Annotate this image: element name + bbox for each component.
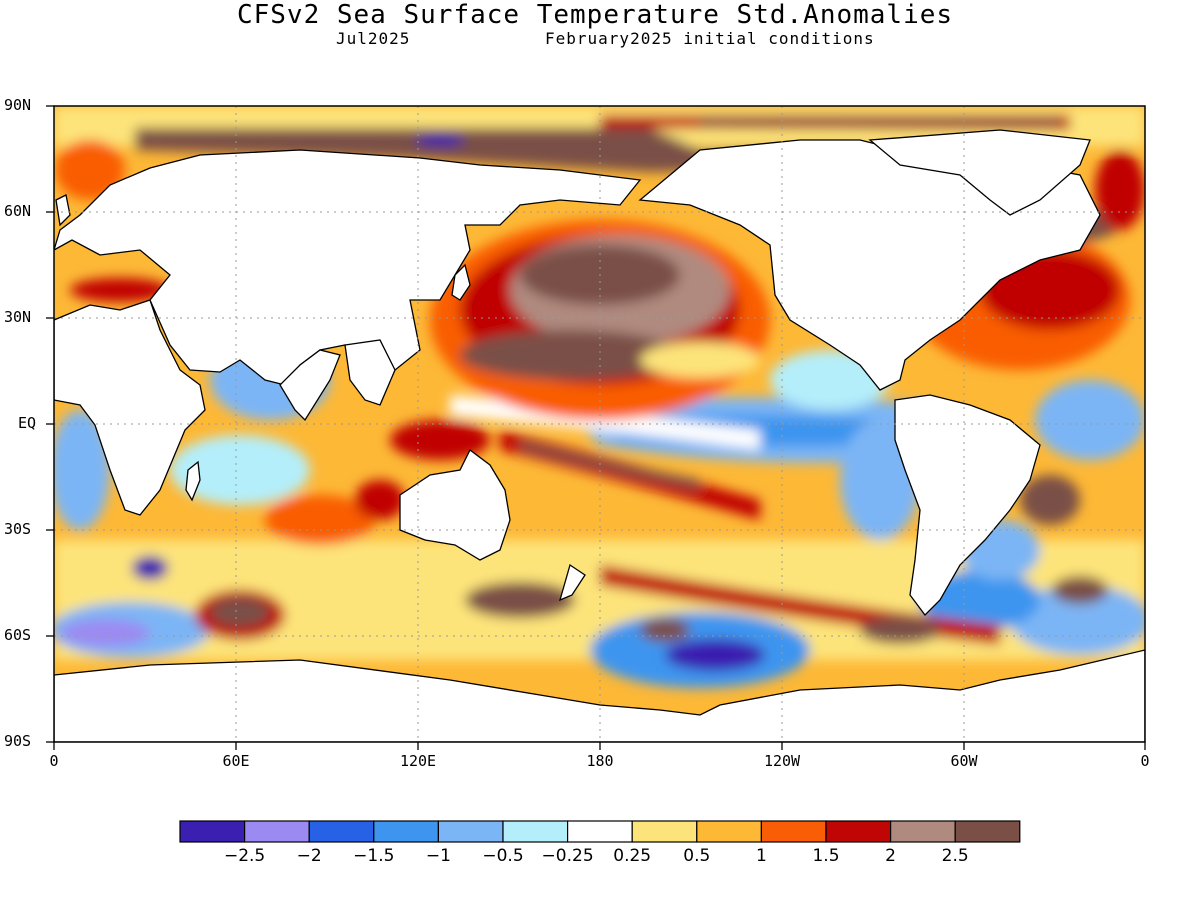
colorbar-label: −1.5 xyxy=(353,846,395,866)
colorbar-label: −2.5 xyxy=(223,846,266,866)
colorbar-label: 0.25 xyxy=(613,846,652,866)
lat-label-eq: EQ xyxy=(18,414,37,432)
colorbar-swatch-4 xyxy=(437,820,504,843)
forecast-month: Jul2025 xyxy=(336,29,411,48)
colorbar-label: −2 xyxy=(296,846,322,866)
lat-label-30s: 30S xyxy=(4,520,32,538)
colorbar-label: −0.25 xyxy=(541,846,594,866)
lon-label-120w: 120W xyxy=(763,752,801,770)
lat-label-30n: 30N xyxy=(4,308,32,326)
land-eurasia-africa xyxy=(54,149,642,516)
colorbar-label: 0.5 xyxy=(683,846,711,866)
lat-label-90n: 90N xyxy=(4,96,32,114)
colorbar-swatch-3 xyxy=(373,820,439,843)
colorbar-label: −0.5 xyxy=(482,846,524,866)
colorbar-swatch-0 xyxy=(179,820,246,843)
land-japan xyxy=(451,263,471,301)
colorbar-swatch-5 xyxy=(502,820,569,843)
colorbar-label: 1.5 xyxy=(812,846,840,866)
lat-label-60n: 60N xyxy=(4,202,32,220)
land-india xyxy=(279,349,341,422)
colorbar-swatch-8 xyxy=(696,820,762,843)
land-masses xyxy=(54,129,1145,742)
lon-label-60w: 60W xyxy=(950,752,978,770)
colorbar-label: 2.5 xyxy=(941,846,969,866)
colorbar-swatch-9 xyxy=(760,820,827,843)
colorbar-swatch-10 xyxy=(825,820,892,843)
land-madagascar xyxy=(185,460,201,502)
gridlines xyxy=(54,106,1145,742)
chart-title: CFSv2 Sea Surface Temperature Std.Anomal… xyxy=(236,0,954,30)
colorbar-label: 2 xyxy=(885,846,897,866)
colorbar-label: −1 xyxy=(425,846,451,866)
initial-conditions: February2025 initial conditions xyxy=(545,29,875,48)
colorbar-label: 1 xyxy=(755,846,767,866)
land-new-zealand xyxy=(559,563,586,602)
lat-label-60s: 60S xyxy=(4,626,32,644)
land-greenland xyxy=(868,129,1091,216)
land-britain xyxy=(55,194,71,227)
land-southeast-asia xyxy=(344,339,396,406)
colorbar xyxy=(179,820,1021,843)
lon-label-120e: 120E xyxy=(399,752,437,770)
land-australia xyxy=(399,449,511,561)
colorbar-swatch-12 xyxy=(954,820,1021,843)
lat-label-90s: 90S xyxy=(4,732,32,750)
colorbar-swatch-1 xyxy=(244,820,310,843)
colorbar-swatch-6 xyxy=(566,820,633,843)
lon-label-0-east: 0 xyxy=(1140,752,1150,770)
colorbar-swatch-11 xyxy=(889,820,956,843)
lon-label-0: 0 xyxy=(49,752,59,770)
colorbar-swatch-7 xyxy=(631,820,698,843)
land-south-america xyxy=(894,394,1041,616)
axis-ticks xyxy=(46,105,1146,750)
lon-label-180: 180 xyxy=(586,752,614,770)
lon-label-60e: 60E xyxy=(222,752,250,770)
land-antarctica xyxy=(54,649,1145,742)
colorbar-swatch-2 xyxy=(308,820,375,843)
